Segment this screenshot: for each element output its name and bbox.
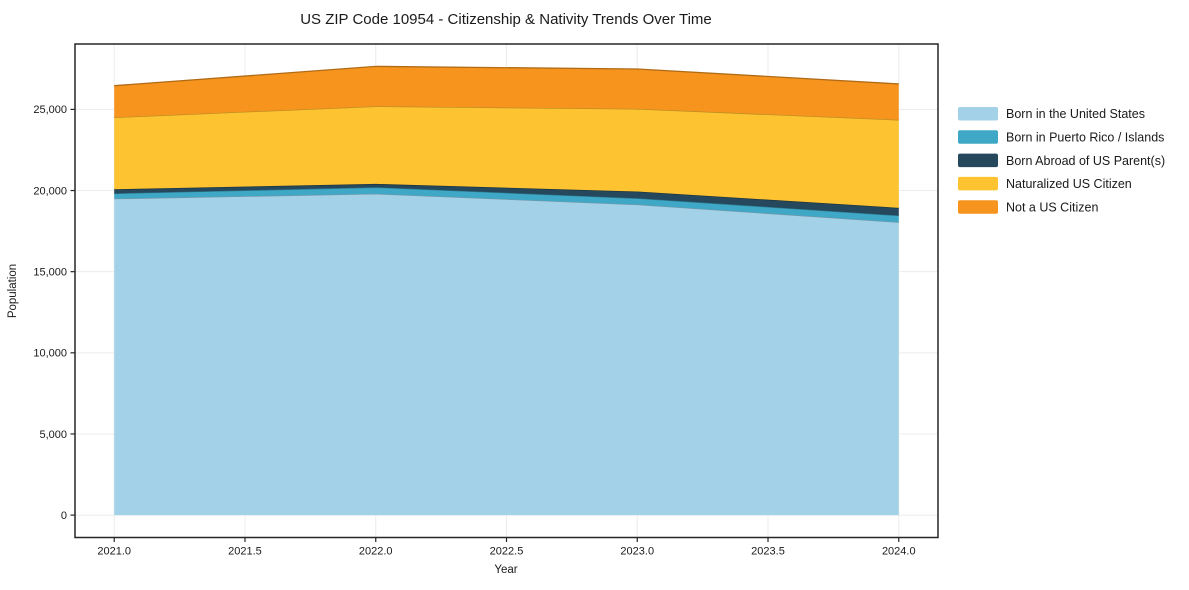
area-not-a-us-citizen [114, 66, 899, 120]
legend-swatch [958, 153, 998, 168]
chart-title: US ZIP Code 10954 - Citizenship & Nativi… [300, 11, 712, 28]
area-naturalized-us-citizen [114, 106, 899, 208]
axis-ticks: 2021.0 2021.5 2022.0 2022.5 2023.0 2023.5 2024… [33, 104, 915, 557]
y-tick-label: 5,000 [39, 429, 67, 441]
legend-swatch [958, 107, 998, 121]
legend-item-naturalized-us-citizen: Naturalized US Citizen [958, 176, 1132, 191]
legend-swatch [958, 130, 998, 144]
legend-item-born-in-the-united-states: Born in the United States [958, 107, 1145, 121]
y-axis-label: Population [7, 264, 19, 318]
legend: Born in the United States Born in Puerto … [958, 107, 1165, 214]
legend-item-not-a-us-citizen: Not a US Citizen [958, 200, 1098, 214]
y-tick-label: 10,000 [33, 348, 67, 360]
x-tick-label: 2021.0 [97, 546, 131, 558]
x-tick-label: 2023.0 [620, 546, 654, 558]
y-tick-label: 15,000 [33, 266, 67, 278]
x-tick-label: 2024.0 [882, 546, 916, 558]
legend-label: Not a US Citizen [1006, 200, 1098, 214]
x-axis-label: Year [494, 564, 517, 576]
y-tick-label: 0 [61, 510, 67, 522]
legend-label: Naturalized US Citizen [1006, 177, 1132, 191]
x-tick-label: 2022.0 [359, 546, 393, 558]
legend-item-born-abroad-of-us-parent-s: Born Abroad of US Parent(s) [958, 153, 1165, 168]
legend-label: Born Abroad of US Parent(s) [1006, 154, 1165, 168]
legend-item-born-in-puerto-rico-islands: Born in Puerto Rico / Islands [958, 130, 1164, 145]
legend-label: Born in the United States [1006, 107, 1145, 121]
x-tick-label: 2021.5 [228, 546, 262, 558]
legend-swatch [958, 176, 998, 191]
area-born-abroad-of-us-parent-s [114, 183, 899, 216]
y-tick-label: 20,000 [33, 185, 67, 197]
x-tick-label: 2023.5 [751, 546, 785, 558]
legend-swatch [958, 200, 998, 214]
y-tick-label: 25,000 [33, 104, 67, 116]
area-born-in-the-united-states [114, 193, 899, 516]
legend-label: Born in Puerto Rico / Islands [1006, 131, 1164, 145]
area-series-layer [114, 65, 899, 516]
area-born-in-puerto-rico-islands [114, 187, 899, 223]
area-edge-not-a-us-citizen [114, 65, 899, 87]
x-tick-label: 2022.5 [490, 546, 524, 558]
